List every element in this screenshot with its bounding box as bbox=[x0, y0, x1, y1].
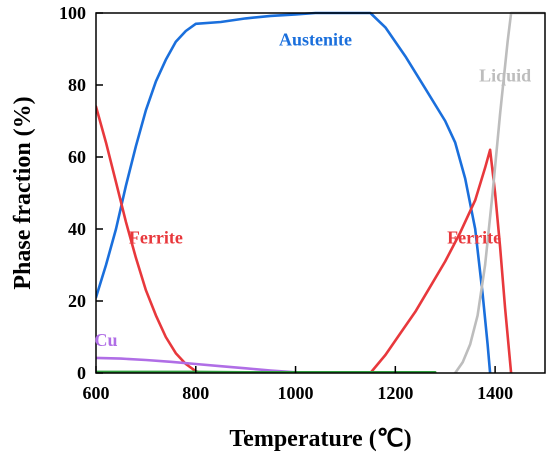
axes: 600 800 1000 1200 1400 0 20 40 60 80 100 Austenite L… bbox=[59, 3, 546, 403]
austenite-line bbox=[96, 11, 492, 373]
ferrite-label: Ferrite bbox=[447, 227, 501, 247]
plot-frame bbox=[95, 12, 546, 374]
x-axis-title: Temperature (℃) bbox=[229, 426, 411, 452]
y-tick-label: 100 bbox=[59, 3, 86, 23]
x-tick-label: 1000 bbox=[278, 383, 314, 403]
y-tick-label: 20 bbox=[68, 291, 86, 311]
y-axis-title: Phase fraction (%) bbox=[10, 96, 36, 289]
y-tick-label: 40 bbox=[68, 219, 86, 239]
austenite-label: Austenite bbox=[279, 29, 352, 49]
y-tick-label: 60 bbox=[68, 147, 86, 167]
cu-label: Cu bbox=[94, 330, 117, 350]
plot-area bbox=[96, 11, 545, 373]
x-tick-label: 1400 bbox=[477, 383, 513, 403]
y-tick-label: 80 bbox=[68, 75, 86, 95]
x-tick-label: 800 bbox=[182, 383, 209, 403]
y-tick-label: 0 bbox=[77, 363, 86, 383]
ferrite-line bbox=[96, 105, 513, 373]
series-group bbox=[96, 11, 545, 373]
liquid-line bbox=[453, 11, 545, 373]
x-tick-label: 1200 bbox=[377, 383, 413, 403]
x-tick-label: 600 bbox=[83, 383, 110, 403]
ferrite-label: Ferrite bbox=[129, 227, 183, 247]
liquid-label: Liquid bbox=[479, 65, 531, 85]
